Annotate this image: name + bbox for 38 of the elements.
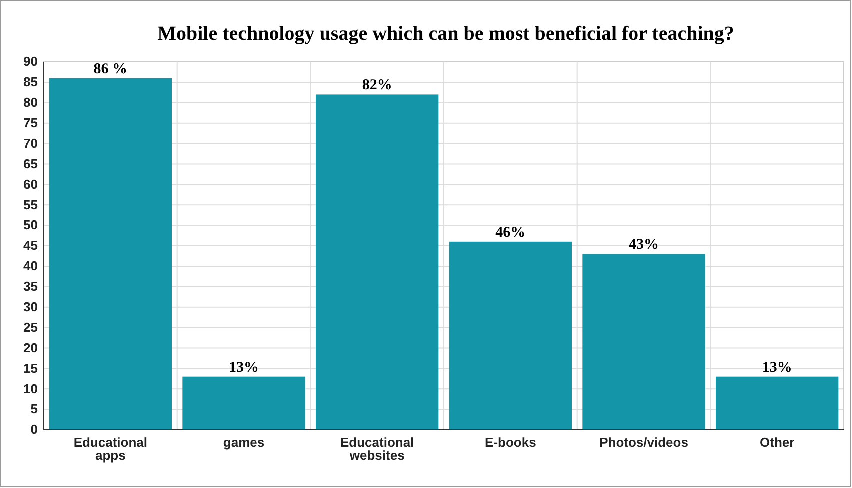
data-label: 13% [229, 360, 259, 376]
x-tick-label: E-books [485, 435, 536, 450]
y-tick-label: 10 [24, 381, 38, 396]
y-tick-label: 80 [24, 95, 38, 110]
bar [49, 78, 172, 430]
bar [316, 94, 439, 430]
y-tick-label: 20 [24, 340, 38, 356]
y-tick-label: 50 [24, 218, 38, 233]
x-tick-label: Other [760, 435, 795, 450]
data-label: 82% [362, 78, 392, 94]
data-label: 13% [762, 360, 792, 376]
y-tick-label: 0 [30, 422, 38, 438]
x-tick-label: Educational websites [340, 435, 414, 464]
chart-title: Mobile technology usage which can be most beneficial for teaching? [158, 23, 734, 45]
bar [449, 242, 572, 430]
y-tick-label: 75 [24, 115, 38, 130]
y-tick-label: 45 [24, 238, 38, 254]
y-tick-label: 40 [24, 258, 38, 274]
y-tick-label: 60 [24, 176, 38, 192]
y-tick-label: 35 [24, 279, 38, 294]
data-label: 86 % [94, 61, 128, 78]
y-tick-label: 90 [24, 54, 38, 70]
y-tick-label: 15 [24, 360, 38, 376]
x-tick-label: games [223, 435, 265, 450]
y-tick-label: 65 [24, 156, 38, 172]
y-tick-label: 30 [24, 299, 38, 314]
x-tick-label: Photos/videos [600, 435, 688, 450]
data-label: 46% [496, 224, 526, 241]
bar [582, 254, 706, 430]
y-tick-label: 85 [24, 74, 38, 90]
x-tick-label: Educational apps [74, 435, 148, 464]
y-tick-label: 55 [24, 197, 38, 212]
y-tick-label: 5 [30, 402, 38, 417]
bar [716, 376, 839, 430]
y-tick-label: 25 [24, 320, 38, 335]
data-label: 43% [629, 237, 659, 254]
y-tick-label: 70 [24, 136, 38, 151]
bar [182, 376, 306, 430]
